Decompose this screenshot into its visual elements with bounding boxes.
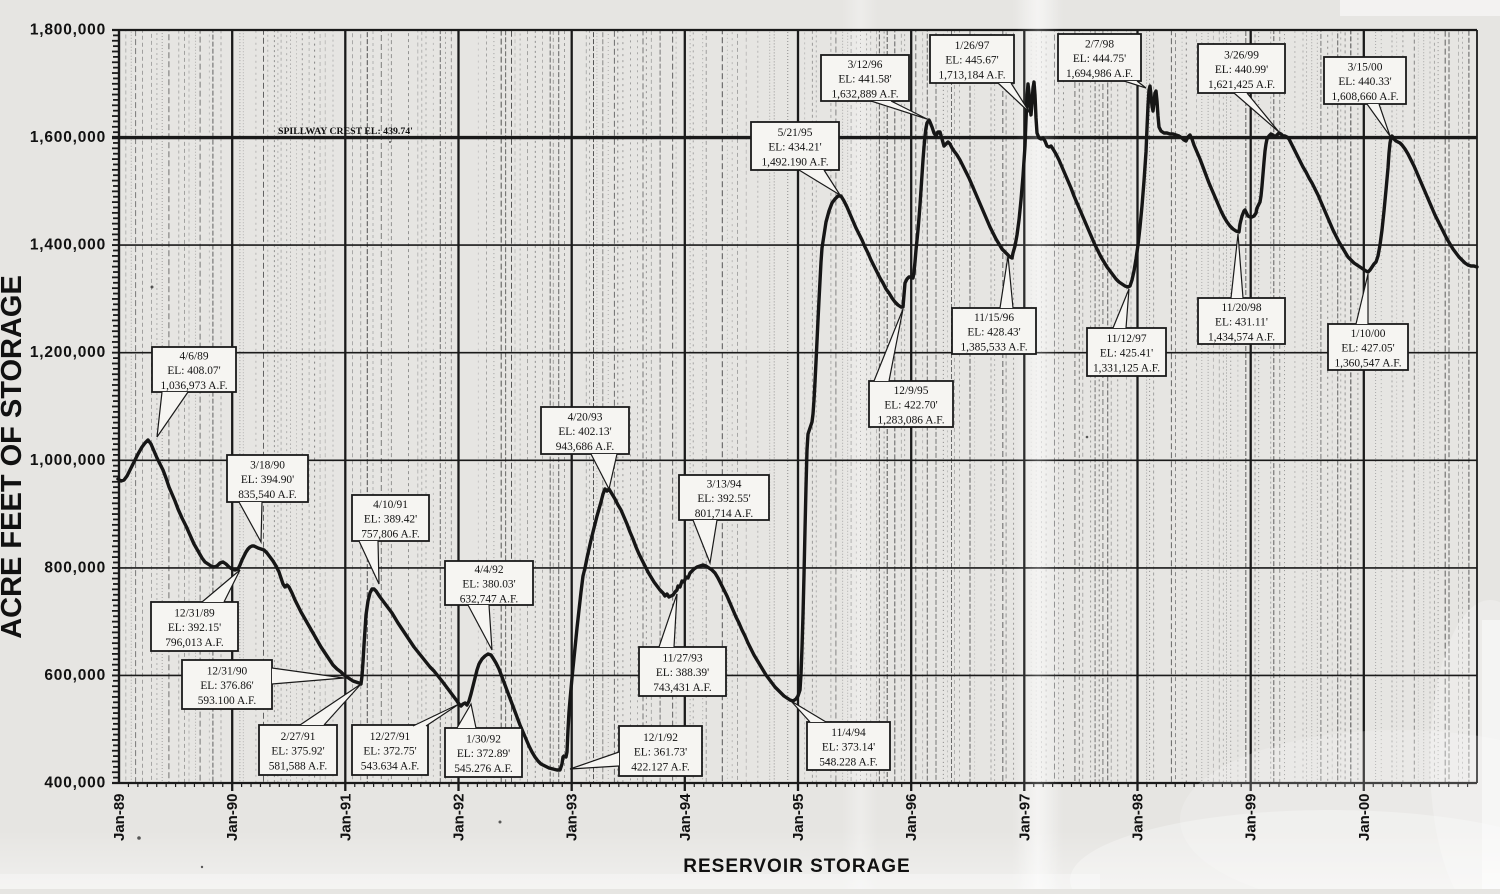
svg-text:EL: 402.13': EL: 402.13' [558,426,611,438]
svg-text:Jan-91: Jan-91 [337,793,354,841]
svg-text:757,806 A.F.: 757,806 A.F. [361,528,420,540]
svg-text:12/31/89: 12/31/89 [174,608,215,620]
svg-text:1,800,000: 1,800,000 [30,22,106,39]
svg-text:1,434,574 A.F.: 1,434,574 A.F. [1208,331,1275,343]
svg-text:3/26/99: 3/26/99 [1224,50,1259,62]
svg-text:EL: 428.43': EL: 428.43' [967,327,1020,339]
svg-text:632,747 A.F.: 632,747 A.F. [460,593,519,605]
svg-text:Jan-89: Jan-89 [111,793,128,841]
svg-text:11/20/98: 11/20/98 [1221,302,1261,314]
svg-text:EL: 394.90': EL: 394.90' [241,474,294,486]
svg-text:EL: 372.89': EL: 372.89' [457,748,510,760]
svg-text:RESERVOIR STORAGE: RESERVOIR STORAGE [683,856,910,877]
svg-text:1/30/92: 1/30/92 [466,734,501,746]
svg-text:1,492.190 A.F.: 1,492.190 A.F. [761,156,828,168]
svg-text:1/10/00: 1/10/00 [1351,328,1386,340]
svg-text:EL: 425.41': EL: 425.41' [1100,348,1153,360]
svg-text:SPILLWAY CREST EL: 439.74': SPILLWAY CREST EL: 439.74' [278,126,413,137]
svg-text:EL: 392.15': EL: 392.15' [168,622,221,634]
svg-text:1,608,660 A.F.: 1,608,660 A.F. [1331,91,1398,103]
svg-text:EL: 422.70': EL: 422.70' [884,400,937,412]
svg-text:12/1/92: 12/1/92 [643,732,678,744]
svg-text:1,400,000: 1,400,000 [30,237,106,254]
svg-text:2/7/98: 2/7/98 [1085,39,1114,51]
svg-text:3/13/94: 3/13/94 [707,479,742,491]
svg-text:EL: 445.67': EL: 445.67' [945,55,998,67]
svg-text:801,714 A.F.: 801,714 A.F. [695,508,754,520]
svg-text:EL: 392.55': EL: 392.55' [697,493,750,505]
svg-text:11/12/97: 11/12/97 [1106,333,1146,345]
svg-text:1,621,425 A.F.: 1,621,425 A.F. [1208,79,1275,91]
svg-text:11/27/93: 11/27/93 [662,653,702,665]
svg-text:12/9/95: 12/9/95 [894,385,929,397]
svg-text:1,000,000: 1,000,000 [30,452,106,469]
svg-text:743,431 A.F.: 743,431 A.F. [653,682,712,694]
svg-text:2/27/91: 2/27/91 [281,731,316,743]
svg-text:EL: 431.11': EL: 431.11' [1215,317,1268,329]
svg-text:Jan-96: Jan-96 [903,793,920,841]
svg-text:1,694,986 A.F.: 1,694,986 A.F. [1066,68,1133,80]
svg-text:1/26/97: 1/26/97 [955,40,990,52]
svg-text:Jan-90: Jan-90 [224,793,241,841]
svg-text:12/27/91: 12/27/91 [370,731,411,743]
svg-text:3/12/96: 3/12/96 [848,59,883,71]
svg-text:1,385,533 A.F.: 1,385,533 A.F. [960,341,1027,353]
svg-text:796,013 A.F.: 796,013 A.F. [165,637,224,649]
svg-text:Jan-92: Jan-92 [451,793,468,841]
svg-text:593.100 A.F.: 593.100 A.F. [198,695,257,707]
svg-text:4/6/89: 4/6/89 [179,351,208,363]
svg-text:400,000: 400,000 [44,775,106,792]
svg-text:800,000: 800,000 [44,559,106,576]
svg-text:5/21/95: 5/21/95 [778,127,813,139]
svg-text:835,540 A.F.: 835,540 A.F. [238,489,297,501]
svg-text:EL: 434.21': EL: 434.21' [768,142,821,154]
svg-text:EL: 444.75': EL: 444.75' [1073,53,1126,65]
svg-text:ACRE FEET OF STORAGE: ACRE FEET OF STORAGE [0,275,28,639]
svg-text:4/20/93: 4/20/93 [568,412,603,424]
svg-text:943,686 A.F.: 943,686 A.F. [556,441,615,453]
svg-text:Jan-93: Jan-93 [564,793,581,841]
svg-text:545.276 A.F.: 545.276 A.F. [454,763,513,775]
svg-text:EL: 389.42': EL: 389.42' [364,514,417,526]
svg-text:3/15/00: 3/15/00 [1348,62,1383,74]
svg-text:EL: 388.39': EL: 388.39' [656,667,709,679]
svg-text:4/4/92: 4/4/92 [474,564,503,576]
svg-text:EL: 440.99': EL: 440.99' [1215,64,1268,76]
svg-text:1,360,547 A.F.: 1,360,547 A.F. [1334,357,1401,369]
svg-text:1,713,184 A.F.: 1,713,184 A.F. [938,69,1005,81]
svg-text:Jan-99: Jan-99 [1243,793,1260,841]
svg-text:Jan-00: Jan-00 [1356,793,1373,841]
svg-text:3/18/90: 3/18/90 [250,460,285,472]
svg-text:543.634 A.F.: 543.634 A.F. [361,760,420,772]
svg-text:EL: 408.07': EL: 408.07' [167,365,220,377]
svg-text:1,283,086 A.F.: 1,283,086 A.F. [877,414,944,426]
svg-text:11/4/94: 11/4/94 [831,727,866,739]
svg-text:1,036,973 A.F.: 1,036,973 A.F. [160,380,227,392]
svg-text:11/15/96: 11/15/96 [974,312,1014,324]
svg-text:EL: 375.92': EL: 375.92' [271,746,324,758]
svg-text:1,200,000: 1,200,000 [30,344,106,361]
svg-text:Jan-98: Jan-98 [1130,793,1147,841]
svg-text:EL: 376.86': EL: 376.86' [200,680,253,692]
svg-text:548.228 A.F.: 548.228 A.F. [819,756,878,768]
svg-text:Jan-95: Jan-95 [790,793,807,841]
svg-text:581,588 A.F.: 581,588 A.F. [269,760,328,772]
svg-text:EL: 361.73': EL: 361.73' [634,747,687,759]
svg-text:422.127 A.F.: 422.127 A.F. [631,761,690,773]
svg-text:EL: 427.05': EL: 427.05' [1341,343,1394,355]
svg-text:EL: 440.33': EL: 440.33' [1338,76,1391,88]
svg-text:4/10/91: 4/10/91 [373,499,408,511]
svg-text:EL: 441.58': EL: 441.58' [838,74,891,86]
svg-text:12/31/90: 12/31/90 [207,666,248,678]
svg-text:Jan-97: Jan-97 [1016,793,1033,841]
svg-text:600,000: 600,000 [44,667,106,684]
svg-text:EL: 372.75': EL: 372.75' [363,746,416,758]
svg-text:1,632,889 A.F.: 1,632,889 A.F. [831,88,898,100]
svg-text:Jan-94: Jan-94 [677,793,694,841]
svg-text:1,600,000: 1,600,000 [30,129,106,146]
svg-text:EL: 373.14': EL: 373.14' [822,742,875,754]
svg-text:1,331,125 A.F.: 1,331,125 A.F. [1093,362,1160,374]
svg-text:EL: 380.03': EL: 380.03' [462,579,515,591]
